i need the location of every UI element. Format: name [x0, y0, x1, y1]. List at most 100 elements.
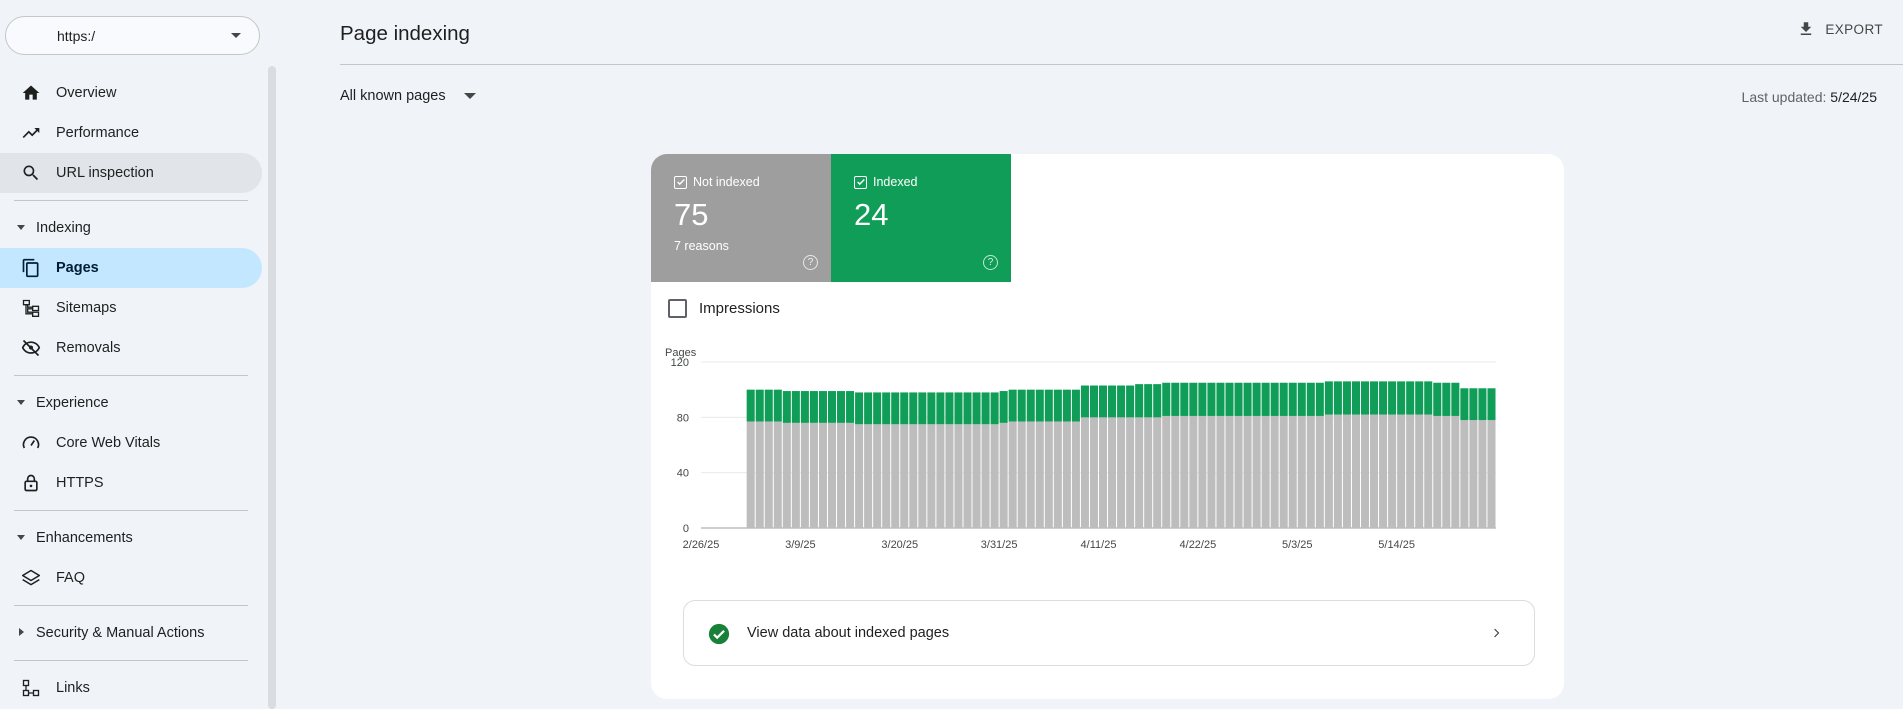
bar-not-indexed — [1270, 415, 1279, 528]
bar-not-indexed — [1451, 415, 1460, 528]
bar-indexed — [1198, 382, 1207, 416]
not-indexed-tile[interactable]: Not indexed 75 7 reasons ? — [651, 154, 831, 282]
bar-indexed — [1261, 382, 1270, 416]
bar-not-indexed — [1342, 414, 1351, 528]
collapse-triangle-icon — [17, 400, 25, 405]
bar-not-indexed — [873, 424, 882, 528]
bar-not-indexed — [855, 424, 864, 528]
sidebar-item-links[interactable]: Links — [0, 668, 262, 708]
sidebar-item-performance[interactable]: Performance — [0, 113, 262, 153]
divider — [14, 375, 248, 376]
bar-indexed — [827, 391, 837, 423]
divider — [14, 510, 248, 511]
bar-not-indexed — [1162, 415, 1171, 528]
search-icon — [23, 165, 39, 181]
sidebar-item-faq[interactable]: FAQ — [0, 558, 262, 598]
bar-indexed — [1207, 382, 1216, 416]
sidebar-scrollbar[interactable] — [268, 66, 276, 709]
links-icon — [22, 679, 40, 697]
bar-indexed — [1189, 382, 1198, 416]
bar-indexed — [1117, 385, 1126, 418]
sidebar-item-overview[interactable]: Overview — [0, 73, 262, 113]
bar-not-indexed — [800, 422, 809, 528]
view-data-label: View data about indexed pages — [747, 625, 950, 641]
section-experience[interactable]: Experience — [0, 383, 262, 423]
bar-not-indexed — [864, 424, 873, 528]
section-label: Indexing — [36, 220, 91, 236]
last-updated: Last updated: 5/24/25 — [1742, 89, 1877, 105]
x-tick-label: 4/11/25 — [1081, 539, 1117, 551]
bar-indexed — [1333, 381, 1342, 415]
impressions-checkbox[interactable]: Impressions — [668, 299, 780, 318]
section-enhancements[interactable]: Enhancements — [0, 518, 262, 558]
bar-not-indexed — [990, 424, 999, 528]
section-indexing[interactable]: Indexing — [0, 208, 262, 248]
view-indexed-data-button[interactable]: View data about indexed pages — [683, 600, 1535, 666]
bar-indexed — [746, 389, 755, 422]
tile-label: Indexed — [873, 175, 918, 189]
bar-indexed — [1478, 388, 1487, 421]
bar-indexed — [1026, 389, 1035, 422]
property-selector[interactable]: https:/ — [5, 16, 260, 55]
bar-indexed — [809, 391, 818, 423]
bar-indexed — [773, 389, 782, 422]
bar-not-indexed — [809, 422, 818, 528]
sidebar-item-label: Overview — [56, 85, 117, 101]
x-tick-label: 2/26/25 — [683, 539, 720, 551]
bar-indexed — [791, 391, 800, 423]
bar-not-indexed — [755, 421, 764, 528]
bar-indexed — [855, 392, 864, 425]
sidebar-item-https[interactable]: HTTPS — [0, 463, 262, 503]
bar-indexed — [1234, 382, 1243, 416]
bar-not-indexed — [1234, 415, 1243, 528]
sidebar-item-url-inspection[interactable]: URL inspection — [0, 153, 262, 193]
sidebar-item-label: Sitemaps — [56, 300, 117, 316]
sidebar-item-removals[interactable]: Removals — [0, 328, 262, 368]
last-updated-label: Last updated: — [1741, 89, 1827, 105]
checkbox-checked-icon — [854, 175, 867, 189]
download-icon — [1801, 22, 1812, 35]
sidebar-item-pages[interactable]: Pages — [0, 248, 262, 288]
bar-indexed — [1469, 388, 1478, 421]
bar-indexed — [1071, 389, 1080, 422]
indexing-card: Not indexed 75 7 reasons ? Indexed 24 ? … — [651, 154, 1564, 699]
bar-not-indexed — [1261, 415, 1270, 528]
export-button[interactable]: EXPORT — [1797, 20, 1883, 38]
expand-triangle-icon — [19, 628, 24, 636]
sidebar-item-core-web-vitals[interactable]: Core Web Vitals — [0, 423, 262, 463]
y-tick-label: 80 — [677, 412, 689, 424]
sidebar-item-label: Removals — [56, 340, 121, 356]
chevron-right-icon — [1494, 628, 1500, 638]
bar-indexed — [900, 392, 909, 425]
bar-not-indexed — [1171, 415, 1180, 528]
x-tick-label: 5/3/25 — [1282, 539, 1313, 551]
bar-not-indexed — [1433, 415, 1442, 528]
bar-indexed — [846, 391, 855, 423]
bar-indexed — [1126, 385, 1135, 418]
bar-not-indexed — [746, 421, 755, 528]
bar-not-indexed — [846, 422, 855, 528]
bar-not-indexed — [1008, 421, 1017, 528]
bar-indexed — [1108, 385, 1117, 418]
bar-not-indexed — [1478, 420, 1487, 528]
indexed-tile[interactable]: Indexed 24 ? — [831, 154, 1011, 282]
help-icon[interactable]: ? — [803, 255, 818, 270]
bar-not-indexed — [900, 424, 909, 528]
help-icon[interactable]: ? — [983, 255, 998, 270]
sidebar-item-sitemaps[interactable]: Sitemaps — [0, 288, 262, 328]
bar-not-indexed — [1469, 420, 1478, 528]
bar-not-indexed — [1225, 415, 1234, 528]
bar-not-indexed — [1108, 417, 1117, 528]
bar-indexed — [1279, 382, 1288, 416]
pages-chart: Pages 0 40 80 120 2/26/25 3/9/25 3/20/25 3/31/25… — [665, 347, 1496, 551]
bar-not-indexed — [1044, 421, 1053, 528]
sidebar-item-label: FAQ — [56, 570, 86, 586]
bar-not-indexed — [773, 421, 782, 528]
x-tick-label: 3/31/25 — [981, 539, 1018, 551]
bar-indexed — [1162, 382, 1171, 416]
pages-filter-dropdown[interactable]: All known pages — [340, 88, 476, 104]
bar-indexed — [882, 392, 891, 425]
section-security-manual-actions[interactable]: Security & Manual Actions — [0, 613, 262, 653]
bar-not-indexed — [1189, 415, 1198, 528]
last-updated-value: 5/24/25 — [1830, 89, 1877, 105]
